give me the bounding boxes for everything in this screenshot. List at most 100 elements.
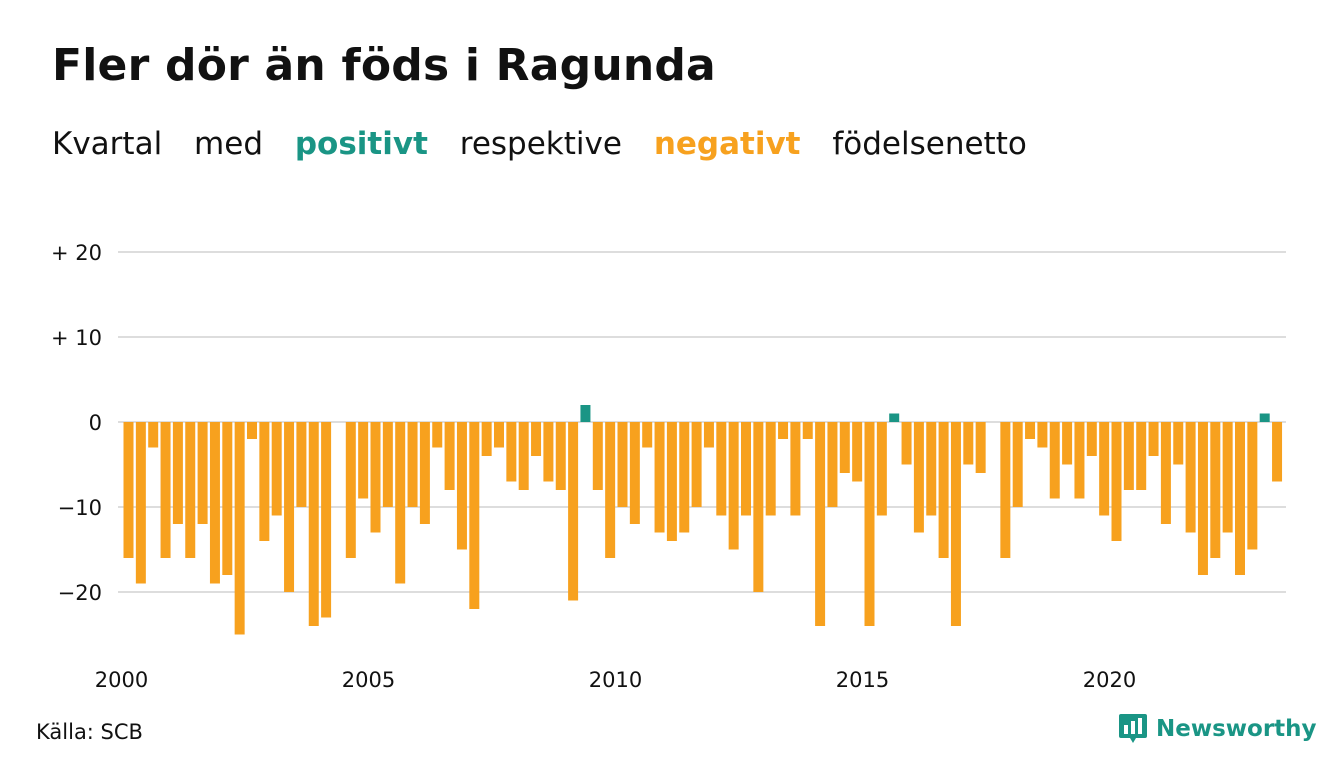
bar (889, 413, 900, 422)
bar (839, 422, 850, 473)
bar (271, 422, 282, 516)
x-tick-label: 2015 (836, 668, 889, 692)
x-tick-label: 2005 (342, 668, 395, 692)
bar (259, 422, 270, 541)
bar (481, 422, 492, 456)
subtitle-negative: negativt (653, 126, 801, 162)
bar (494, 422, 504, 448)
y-tick-label: 0 (89, 411, 102, 435)
y-tick-label: −10 (58, 496, 102, 520)
bar (765, 422, 776, 516)
bar (864, 422, 875, 626)
bar (419, 422, 430, 524)
bar (703, 422, 714, 448)
bar (160, 422, 171, 558)
bar (741, 422, 751, 516)
source-note: Källa: SCB (36, 720, 143, 744)
bar (1210, 422, 1221, 558)
bar (432, 422, 443, 448)
bar (1259, 413, 1270, 422)
bar (296, 422, 307, 507)
bar (1037, 422, 1048, 448)
bar (1235, 422, 1245, 575)
bar (1099, 422, 1110, 516)
bar (1197, 422, 1208, 575)
bar (234, 422, 245, 635)
bar (827, 422, 838, 507)
bar (209, 422, 220, 584)
brand-logo: Newsworthy (1118, 712, 1317, 746)
bar (1086, 422, 1097, 456)
bar (172, 422, 183, 524)
bar (1272, 422, 1283, 482)
bar (617, 422, 628, 507)
bar (1049, 422, 1060, 499)
bar (753, 422, 764, 592)
bar (568, 422, 579, 601)
bar (629, 422, 640, 524)
bar (1222, 422, 1233, 533)
bar (963, 422, 974, 465)
bar (1062, 422, 1073, 465)
bar (321, 422, 332, 618)
bar (728, 422, 739, 550)
bar (543, 422, 554, 482)
bar (518, 422, 529, 490)
bar (531, 422, 542, 456)
bar (654, 422, 665, 533)
bar (876, 422, 887, 516)
bar (395, 422, 406, 584)
bar (345, 422, 356, 558)
bar (506, 422, 517, 482)
bar (592, 422, 603, 490)
bar (691, 422, 702, 507)
bar (407, 422, 418, 507)
bar (666, 422, 677, 541)
bar (1136, 422, 1147, 490)
y-tick-label: + 20 (51, 241, 102, 265)
bar (1074, 422, 1085, 499)
bar (1160, 422, 1171, 524)
bar (1012, 422, 1023, 507)
bar (815, 422, 826, 626)
bar (370, 422, 381, 533)
bar (222, 422, 233, 575)
bar (1000, 422, 1011, 558)
bar (642, 422, 653, 448)
bar (852, 422, 863, 482)
bar (901, 422, 912, 465)
bar (469, 422, 480, 609)
bar (975, 422, 986, 473)
bar (716, 422, 727, 516)
bar (197, 422, 208, 524)
newsworthy-logo-icon (1119, 714, 1147, 743)
bar (790, 422, 801, 516)
subtitle-word: med (194, 126, 263, 162)
bar (926, 422, 937, 516)
bar (1185, 422, 1196, 533)
bar (913, 422, 924, 533)
bar (308, 422, 319, 626)
x-tick-label: 2000 (95, 668, 148, 692)
bar (1247, 422, 1258, 550)
y-tick-label: + 10 (51, 326, 102, 350)
bar (382, 422, 393, 507)
x-tick-label: 2020 (1083, 668, 1136, 692)
bar (1123, 422, 1134, 490)
brand-name: Newsworthy (1156, 716, 1317, 742)
bar (950, 422, 961, 626)
bar (135, 422, 146, 584)
bar (358, 422, 369, 499)
bar (456, 422, 467, 550)
subtitle-word: födelsenetto (832, 126, 1027, 162)
bar (555, 422, 566, 490)
bar (1111, 422, 1122, 541)
subtitle-word: Kvartal (52, 126, 163, 162)
bar (247, 422, 257, 439)
subtitle-positive: positivt (294, 126, 428, 162)
chart-subtitle: Kvartal med positivt respektive negativt… (52, 126, 1049, 162)
chart-title: Fler dör än föds i Ragunda (52, 40, 716, 91)
bar (284, 422, 295, 592)
bar (185, 422, 196, 558)
bar (1148, 422, 1159, 456)
